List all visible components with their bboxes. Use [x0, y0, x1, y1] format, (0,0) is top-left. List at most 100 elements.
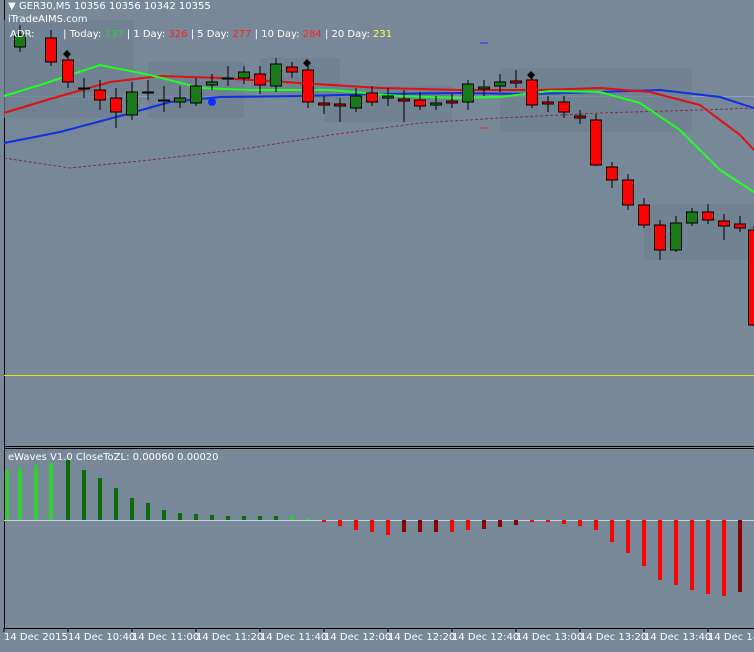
candle-body: [382, 95, 394, 99]
time-label: 14 Dec 13:20: [580, 632, 648, 643]
histogram-bar: [738, 520, 742, 592]
histogram-bar: [130, 498, 134, 520]
histogram-bar: [626, 520, 630, 553]
candle-body: [574, 115, 586, 119]
time-label: 14 Dec 11:20: [196, 632, 264, 643]
stat-value: 231: [373, 29, 393, 40]
histogram-bar: [482, 520, 486, 529]
candle-body: [110, 97, 122, 113]
adr-label: ADR:: [10, 29, 35, 40]
candle-body: [542, 101, 554, 105]
symbol: GER30,M5 10356 10356 10342 10355: [18, 1, 211, 12]
histogram-bar: [226, 516, 230, 520]
histogram-bar: [658, 520, 662, 580]
histogram-bar: [49, 463, 53, 520]
adr-stats: ADR: | Today: 137 | 1 Day: 326 | 5 Day: …: [10, 29, 392, 40]
candle-body: [606, 166, 618, 181]
time-label: 14 Dec 13:00: [516, 632, 584, 643]
candle-body: [478, 86, 490, 90]
candle-body: [222, 77, 234, 80]
histogram-bar: [418, 520, 422, 532]
histogram-bar: [386, 520, 390, 535]
candle-body: [622, 179, 634, 206]
candle-body: [638, 204, 650, 226]
candle-body: [78, 87, 90, 90]
site: iTradeAIMS.com: [8, 14, 88, 25]
histogram-bar: [578, 520, 582, 526]
histogram-bar: [98, 478, 102, 520]
time-label: 14 Dec 10:40: [68, 632, 136, 643]
candle-body: [318, 102, 330, 106]
histogram-bar: [690, 520, 694, 590]
ma-dashed: [3, 107, 754, 169]
candle-body: [398, 98, 410, 102]
candle-body: [142, 91, 154, 94]
stat-value: 326: [168, 29, 188, 40]
time-label: 14 Dec 12:40: [452, 632, 520, 643]
candle-body: [526, 79, 538, 106]
time-label: 14 Dec 11:00: [132, 632, 200, 643]
histogram-bar: [354, 520, 358, 530]
candle-body: [702, 211, 714, 221]
histogram-bar: [370, 520, 374, 532]
candle-body: [62, 59, 74, 83]
signal-dot: [208, 98, 216, 106]
candle-body: [158, 99, 170, 102]
histogram-bar: [18, 468, 22, 520]
candle-body: [206, 81, 218, 86]
histogram-bar: [5, 470, 9, 520]
candle-body: [254, 73, 266, 86]
signal-marker: [303, 59, 311, 67]
time-label: 14 Dec 14:00: [708, 632, 754, 643]
candle-body: [590, 119, 602, 166]
time-label: 14 Dec 11:40: [260, 632, 328, 643]
candle-body: [126, 91, 138, 116]
histogram-bar: [274, 516, 278, 520]
histogram-bar: [466, 520, 470, 530]
histogram-bar: [306, 518, 310, 520]
stat-label: | 1 Day:: [126, 29, 166, 40]
histogram-bar: [722, 520, 726, 596]
ma-green: [3, 63, 754, 193]
histogram-bar: [210, 515, 214, 520]
stat-value: 277: [232, 29, 252, 40]
histogram-bar: [434, 520, 438, 532]
histogram-bar: [242, 516, 246, 520]
histogram-bar: [450, 520, 454, 532]
candle-body: [366, 92, 378, 103]
stat-value: 284: [302, 29, 322, 40]
histogram-bar: [706, 520, 710, 594]
candle-body: [350, 95, 362, 109]
histogram-bar: [290, 516, 294, 520]
histogram-bar: [258, 516, 262, 520]
stat-value: 137: [104, 29, 124, 40]
candle-body: [190, 85, 202, 104]
candle-body: [510, 80, 522, 84]
signal-marker: [63, 50, 71, 58]
histogram-bar: [66, 460, 70, 520]
histogram-bar: [146, 503, 150, 520]
histogram-bar: [402, 520, 406, 532]
candle-body: [670, 222, 682, 251]
candle-body: [686, 211, 698, 224]
signal-marker: [527, 71, 535, 79]
histogram-bar: [194, 514, 198, 520]
histogram-bar: [546, 520, 550, 522]
candle-body: [748, 229, 754, 326]
candle-body: [94, 89, 106, 101]
histogram-bar: [178, 513, 182, 520]
histogram-bar: [162, 510, 166, 520]
candle-body: [334, 103, 346, 107]
candle-body: [654, 224, 666, 251]
time-label: 14 Dec 12:00: [324, 632, 392, 643]
candle-body: [494, 81, 506, 87]
candle-body: [734, 223, 746, 229]
histogram-bar: [114, 488, 118, 520]
histogram-bar: [642, 520, 646, 566]
ma-red: [3, 74, 754, 151]
candle-body: [238, 71, 250, 79]
time-label: 14 Dec 12:20: [388, 632, 456, 643]
time-label: 14 Dec 13:40: [644, 632, 712, 643]
